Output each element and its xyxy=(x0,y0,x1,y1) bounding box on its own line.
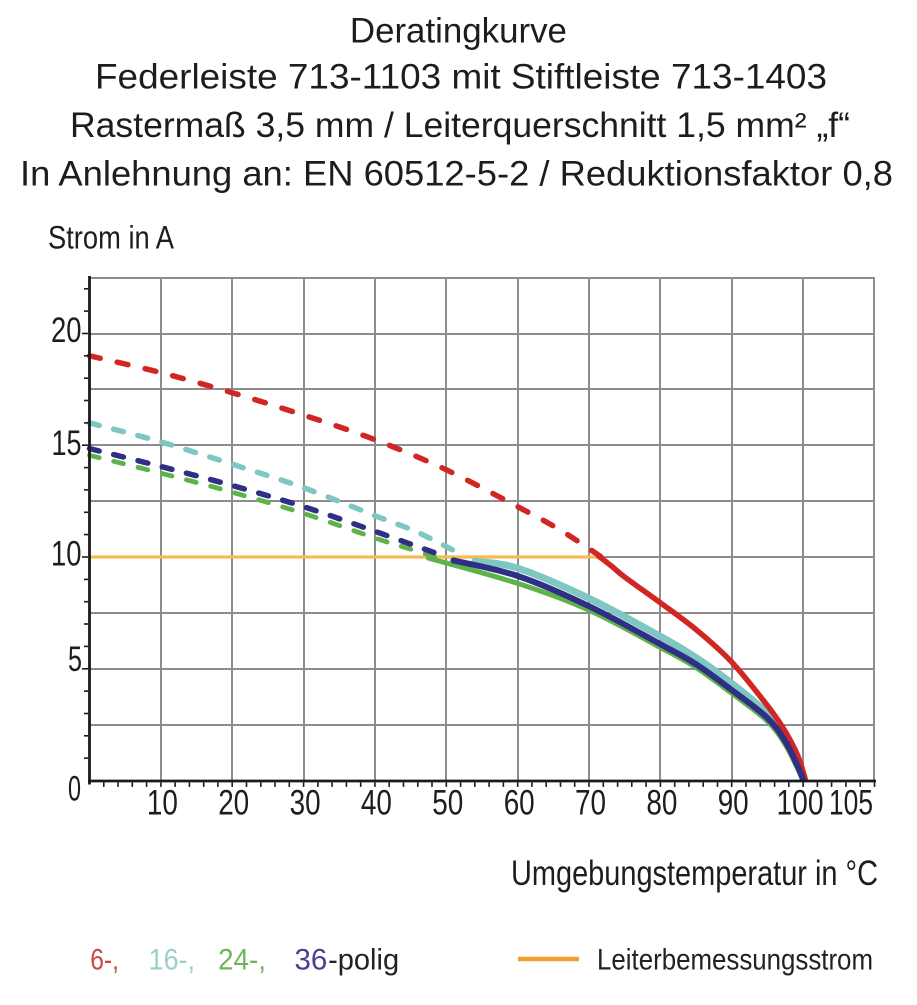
svg-text:30: 30 xyxy=(290,784,321,823)
svg-text:5: 5 xyxy=(68,640,82,679)
svg-text:24-,: 24-, xyxy=(218,944,266,977)
svg-text:0: 0 xyxy=(68,770,81,809)
svg-text:100: 100 xyxy=(777,784,824,823)
svg-text:Federleiste 713-1103 mit Stift: Federleiste 713-1103 mit Stiftleiste 713… xyxy=(95,58,827,97)
svg-text:40: 40 xyxy=(361,784,392,823)
svg-text:Strom in A: Strom in A xyxy=(48,219,175,255)
svg-text:In Anlehnung an: EN 60512-5-2: In Anlehnung an: EN 60512-5-2 / Reduktio… xyxy=(20,155,893,194)
svg-text:-polig: -polig xyxy=(328,944,399,977)
svg-text:15: 15 xyxy=(52,424,82,463)
svg-text:10: 10 xyxy=(51,535,82,574)
svg-text:Umgebungstemperatur in °C: Umgebungstemperatur in °C xyxy=(511,854,878,893)
svg-text:6-,: 6-, xyxy=(90,944,119,977)
svg-text:16-,: 16-, xyxy=(149,944,195,977)
svg-text:Deratingkurve: Deratingkurve xyxy=(350,12,567,51)
svg-text:20: 20 xyxy=(218,784,249,823)
svg-text:70: 70 xyxy=(575,784,606,823)
svg-text:Leiterbemessungsstrom: Leiterbemessungsstrom xyxy=(597,944,873,977)
svg-text:80: 80 xyxy=(646,784,677,823)
svg-text:10: 10 xyxy=(147,784,178,823)
svg-text:60: 60 xyxy=(504,784,535,823)
svg-text:36: 36 xyxy=(295,944,328,977)
svg-text:50: 50 xyxy=(432,784,463,823)
svg-text:20: 20 xyxy=(51,311,82,350)
svg-text:Rastermaß 3,5 mm / Leiterquers: Rastermaß 3,5 mm / Leiterquerschnitt 1,5… xyxy=(70,106,850,145)
svg-text:105: 105 xyxy=(829,784,873,823)
svg-text:90: 90 xyxy=(718,784,749,823)
